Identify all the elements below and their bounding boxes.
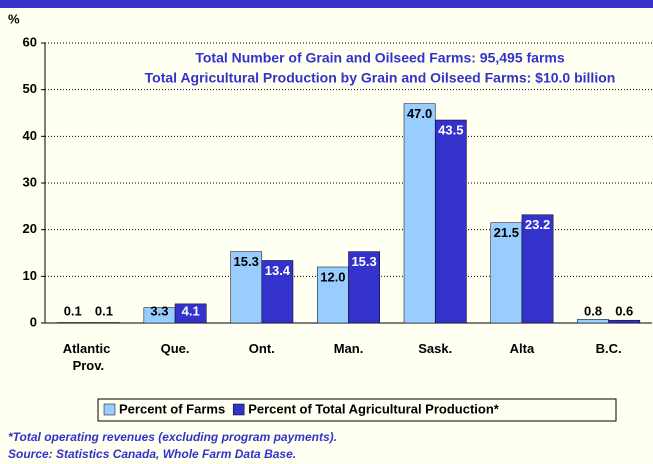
x-tick-label: B.C. [596, 341, 622, 356]
value-label: 43.5 [438, 122, 463, 137]
value-label: 13.4 [265, 263, 291, 278]
legend: Percent of Farms Percent of Total Agricul… [97, 398, 617, 422]
value-label: 21.5 [494, 225, 519, 240]
x-tick-label: Alta [510, 341, 535, 356]
value-label: 0.8 [584, 303, 602, 318]
bar [521, 214, 554, 324]
legend-label: Percent of Farms [119, 401, 225, 416]
bar [434, 119, 467, 324]
bar [403, 103, 436, 324]
value-label: 0.1 [95, 303, 113, 318]
legend-swatch [232, 403, 245, 416]
value-label: 3.3 [150, 303, 168, 318]
x-tick-label: Que. [161, 341, 190, 356]
annotation: Total Agricultural Production by Grain a… [145, 70, 616, 86]
x-tick-label: Man. [334, 341, 364, 356]
footnote: *Total operating revenues (excluding pro… [8, 430, 337, 444]
y-tick-label: 20 [23, 221, 37, 236]
top-band [0, 0, 653, 8]
value-label: 47.0 [407, 106, 432, 121]
x-tick-label: Ont. [249, 341, 275, 356]
y-tick-label: 60 [23, 34, 37, 49]
bar [261, 260, 294, 324]
y-tick-label: 50 [23, 81, 37, 96]
value-label: 0.1 [64, 303, 82, 318]
legend-box [97, 398, 617, 422]
value-label: 23.2 [525, 217, 550, 232]
value-label: 12.0 [320, 269, 345, 284]
annotation: Total Number of Grain and Oilseed Farms:… [195, 50, 565, 66]
bar [317, 266, 349, 324]
value-label: 15.3 [234, 254, 259, 269]
x-tick-label: Atlantic Prov. [63, 341, 114, 373]
y-tick-label: 10 [23, 268, 37, 283]
value-label: 0.6 [615, 303, 633, 318]
y-tick-label: 40 [23, 128, 37, 143]
bar [174, 303, 207, 324]
y-tick-label: 0 [30, 314, 37, 329]
x-tick-label: Sask. [418, 341, 452, 356]
footnote: Source: Statistics Canada, Whole Farm Da… [8, 447, 296, 461]
value-label: 4.1 [182, 303, 200, 318]
bar [348, 251, 380, 324]
bar [230, 251, 263, 324]
legend-swatch [103, 403, 116, 416]
y-tick-label: 30 [23, 174, 37, 189]
value-label: 15.3 [351, 254, 376, 269]
bar [577, 319, 609, 324]
y-axis-label: % [8, 11, 20, 26]
bar [608, 319, 641, 324]
legend-label: Percent of Total Agricultural Production… [248, 401, 500, 416]
